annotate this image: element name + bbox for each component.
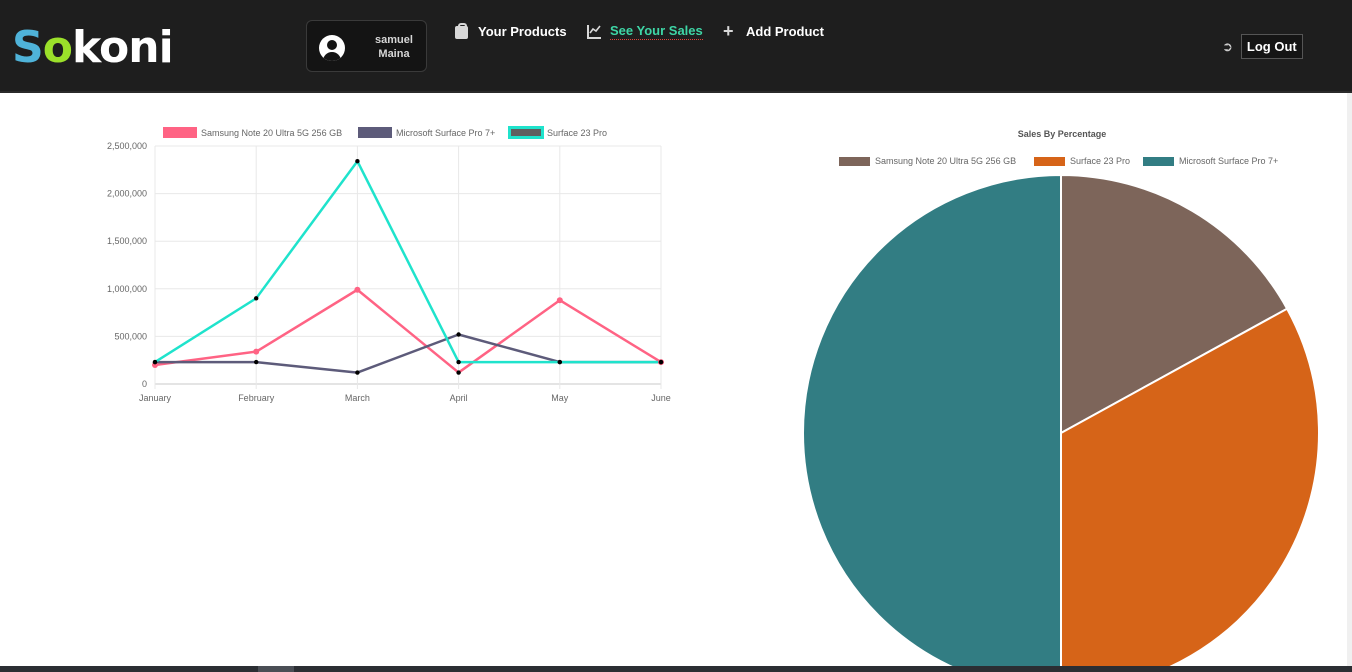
x-tick-label: March	[345, 393, 370, 403]
legend-swatch-fill	[511, 129, 541, 136]
pie-legend-label: Microsoft Surface Pro 7+	[1179, 156, 1278, 166]
sales-line-chart: 0 500,000 1,000,000 1,500,000 2,000,000 2,500…	[107, 126, 671, 403]
legend-label: Surface 23 Pro	[547, 128, 607, 138]
logout-button[interactable]: Log Out	[1240, 34, 1303, 59]
y-tick-label: 2,000,000	[107, 189, 147, 199]
nav-see-your-sales-label: See Your Sales	[610, 22, 703, 40]
series-line	[154, 159, 661, 364]
y-tick-label: 1,500,000	[107, 236, 147, 246]
legend-item: Samsung Note 20 Ultra 5G 256 GB	[163, 127, 342, 138]
user-profile-card[interactable]: samuel Maina	[306, 20, 427, 72]
data-point	[456, 332, 461, 337]
y-tick-label: 1,000,000	[107, 284, 147, 294]
data-point	[254, 359, 259, 365]
user-last-name: Maina	[378, 48, 410, 60]
data-point	[556, 297, 563, 304]
x-tick-label: April	[450, 393, 468, 403]
series-line	[155, 333, 661, 374]
user-first-name: samuel	[375, 34, 413, 46]
nav-add-product[interactable]: + Add Product	[723, 22, 824, 40]
user-name: samuel Maina	[369, 33, 419, 61]
sign-out-icon: ➲	[1222, 38, 1233, 54]
vertical-scrollbar[interactable]	[1347, 93, 1352, 666]
line-chart-icon	[587, 24, 601, 39]
pie-slice	[1060, 173, 1289, 435]
data-point	[253, 348, 260, 355]
pie-slice	[1060, 307, 1320, 672]
pie-legend-label: Surface 23 Pro	[1070, 156, 1130, 166]
x-tick-label: January	[139, 393, 172, 403]
data-point	[557, 359, 562, 365]
plus-icon: +	[723, 20, 734, 41]
user-circle-icon	[319, 35, 345, 61]
data-point	[355, 370, 360, 375]
y-tick-label: 500,000	[114, 331, 147, 341]
pie-legend-label: Samsung Note 20 Ultra 5G 256 GB	[875, 156, 1016, 166]
legend-label: Microsoft Surface Pro 7+	[396, 128, 495, 138]
nav-your-products[interactable]: Your Products	[455, 22, 567, 40]
legend-swatch	[358, 127, 392, 138]
series-line	[154, 288, 662, 374]
legend-item: Microsoft Surface Pro 7+	[358, 127, 495, 138]
x-tick-label: May	[551, 393, 569, 403]
data-point	[354, 286, 361, 293]
scrollbar-thumb[interactable]	[258, 666, 294, 672]
data-point	[355, 159, 360, 164]
pie-title: Sales By Percentage	[1018, 129, 1107, 139]
x-tick-label: February	[238, 393, 275, 403]
legend-swatch	[163, 127, 197, 138]
sokoni-logo[interactable]: Sokoni	[12, 22, 174, 73]
data-point	[658, 359, 664, 365]
pie-legend-item: Samsung Note 20 Ultra 5G 256 GB	[839, 156, 1016, 166]
sales-percentage-pie-chart: Sales By Percentage Samsung Note 20 Ultra…	[802, 129, 1320, 672]
data-point	[254, 296, 259, 301]
legend-label: Samsung Note 20 Ultra 5G 256 GB	[201, 128, 342, 138]
nav-see-your-sales[interactable]: See Your Sales	[587, 22, 703, 40]
data-point	[456, 359, 461, 365]
pie-legend-item: Microsoft Surface Pro 7+	[1143, 156, 1278, 166]
shopping-bag-icon	[455, 22, 468, 39]
nav-add-product-label: Add Product	[746, 23, 824, 39]
pie-legend-swatch	[839, 157, 870, 166]
nav-your-products-label: Your Products	[478, 23, 567, 39]
logout-area: ➲ Log Out	[1222, 34, 1303, 59]
pie-slice	[802, 173, 1062, 672]
legend-item: Surface 23 Pro	[508, 126, 607, 139]
navbar: Sokoni samuel Maina Your Products See Yo…	[0, 0, 1352, 93]
y-tick-label: 2,500,000	[107, 141, 147, 151]
pie-legend-swatch	[1034, 157, 1065, 166]
horizontal-scrollbar[interactable]	[0, 666, 1352, 672]
data-point	[456, 370, 461, 375]
y-tick-label: 0	[142, 379, 147, 389]
pie-legend-swatch	[1143, 157, 1174, 166]
pie-legend-item: Surface 23 Pro	[1034, 156, 1130, 166]
x-tick-label: June	[651, 393, 671, 403]
data-point	[152, 359, 158, 365]
